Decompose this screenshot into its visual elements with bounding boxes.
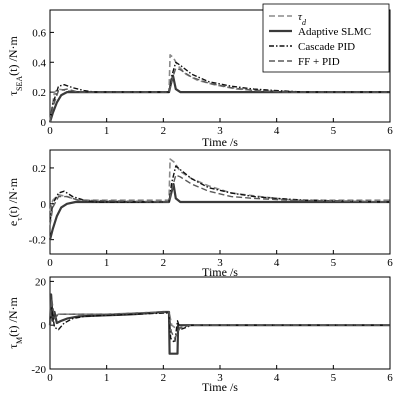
- y-tick-label-1-1: 0.2: [32, 87, 46, 99]
- legend-label-ref: τd: [298, 11, 307, 27]
- x-axis-label-3: Time /s: [202, 380, 238, 394]
- x-tick-label-3-4: 4: [274, 372, 280, 384]
- x-tick-label-2-0: 0: [47, 257, 53, 269]
- x-tick-label-3-2: 2: [161, 372, 167, 384]
- legend-label-cpid: Cascade PID: [298, 41, 355, 53]
- y-tick-label-1-0: 0: [41, 117, 47, 129]
- y-axis-label-3: τM(t) /N·m: [6, 297, 24, 349]
- y-tick-label-1-3: 0.6: [32, 27, 46, 39]
- series-line-ref-2: [49, 158, 390, 212]
- x-tick-label-2-6: 6: [387, 257, 393, 269]
- series-line-ffpid-1: [49, 67, 390, 123]
- x-tick-label-3-5: 5: [331, 372, 337, 384]
- x-tick-label-2-2: 2: [161, 257, 167, 269]
- y-axis-label-1: τSEA(t) /N·m: [6, 36, 24, 96]
- x-tick-label-1-0: 0: [47, 125, 53, 137]
- series-line-ffpid-3: [49, 298, 390, 339]
- x-tick-label-3-6: 6: [387, 372, 393, 384]
- x-tick-label-2-4: 4: [274, 257, 280, 269]
- legend-entry-slmc: Adaptive SLMC: [269, 26, 371, 38]
- x-tick-label-2-1: 1: [104, 257, 110, 269]
- x-tick-label-1-1: 1: [104, 125, 110, 137]
- x-axis-label-1: Time /s: [202, 135, 238, 149]
- x-tick-label-1-4: 4: [274, 125, 280, 137]
- x-tick-label-3-0: 0: [47, 372, 53, 384]
- chart-panel-1: 0 1 2 3 4 5 6 0 0.2 0.4 0.6 Time /s τSEA(t) /N·m: [6, 9, 393, 149]
- legend-label-slmc: Adaptive SLMC: [298, 26, 371, 38]
- chart-panel-2: 0 1 2 3 4 5 6-0.200.2 Time /s eτ(t) /N·m: [6, 149, 394, 279]
- marks-3: [48, 293, 390, 355]
- series-line-slmc-2: [48, 183, 390, 240]
- x-tick-label-1-3: 3: [217, 125, 223, 137]
- x-tick-label-3-1: 1: [104, 372, 110, 384]
- y-tick-label-3-0: -20: [31, 364, 46, 376]
- x-tick-label-1-5: 5: [331, 125, 337, 137]
- legend-entry-ref: τd: [269, 11, 307, 27]
- series-line-cpid-1: [49, 61, 390, 123]
- y-tick-label-1-2: 0.4: [32, 57, 46, 69]
- y-tick-label-2-0: -0.2: [29, 235, 46, 247]
- ticks-2: 0 1 2 3 4 5 6-0.200.2: [29, 163, 394, 269]
- legend: τd Adaptive SLMC Cascade PID FF + PID: [262, 3, 390, 73]
- series-line-slmc-1: [48, 74, 390, 123]
- marks-2: [48, 158, 391, 240]
- legend-entry-ffpid: FF + PID: [269, 56, 340, 68]
- x-tick-label-1-6: 6: [387, 125, 393, 137]
- y-tick-label-2-2: 0.2: [32, 163, 46, 175]
- x-tick-label-2-5: 5: [331, 257, 337, 269]
- ticks-1: 0 1 2 3 4 5 6 0 0.2 0.4 0.6: [32, 27, 393, 137]
- x-tick-label-1-2: 2: [161, 125, 167, 137]
- x-tick-label-3-3: 3: [217, 372, 223, 384]
- legend-label-ffpid: FF + PID: [298, 56, 340, 68]
- legend-entry-cpid: Cascade PID: [269, 41, 355, 53]
- series-line-slmc-3: [48, 293, 390, 355]
- y-tick-label-3-1: 0: [41, 320, 47, 332]
- series-line-cpid-2: [49, 165, 391, 222]
- y-tick-label-3-2: 20: [35, 276, 47, 288]
- y-tick-label-2-1: 0: [41, 199, 47, 211]
- x-axis-label-2: Time /s: [202, 265, 238, 279]
- plot-frame-3: [49, 276, 391, 370]
- series-line-ffpid-2: [49, 174, 391, 226]
- x-tick-label-2-3: 3: [217, 257, 223, 269]
- marks-1: [48, 53, 390, 123]
- y-axis-label-2: eτ(t) /N·m: [6, 177, 24, 226]
- series-line-cpid-3: [49, 307, 390, 344]
